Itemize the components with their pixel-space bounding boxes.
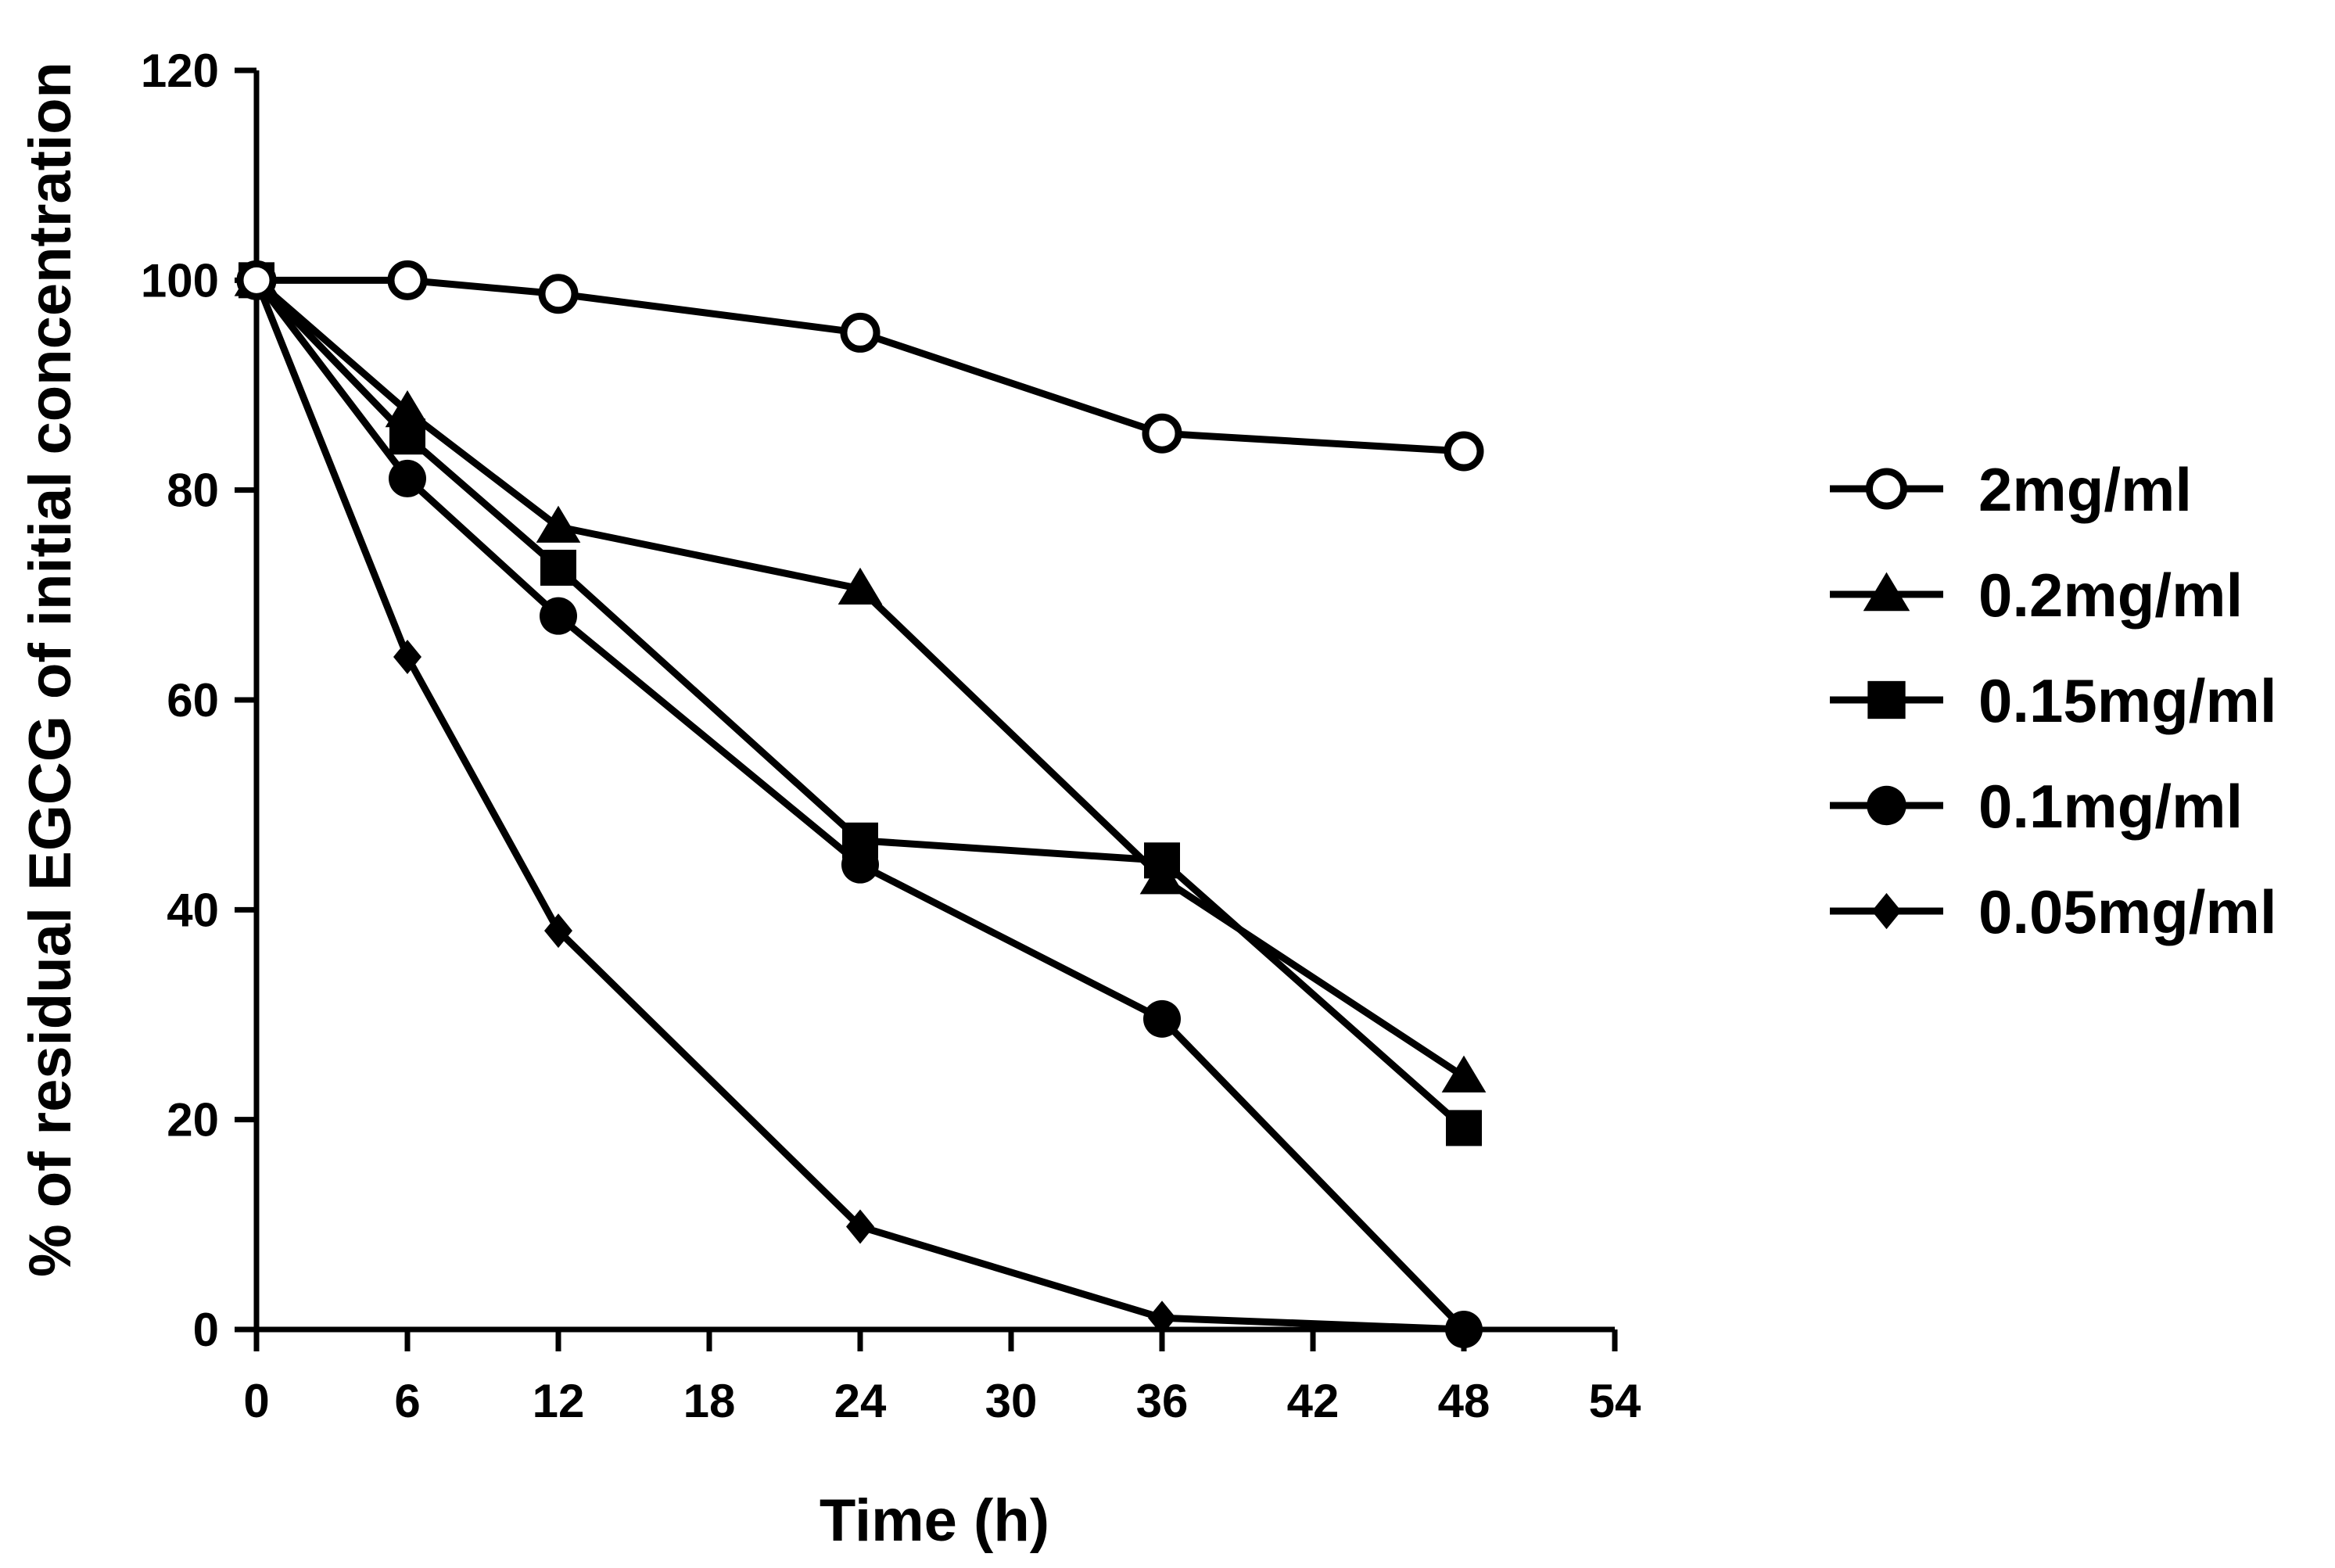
x-tick-label: 12 bbox=[533, 1375, 585, 1427]
data-point bbox=[1139, 857, 1185, 895]
y-tick-label: 60 bbox=[167, 674, 219, 727]
legend-item: 0.05mg/ml bbox=[1830, 877, 2277, 946]
series-line bbox=[253, 278, 1467, 1333]
legend-item: 0.1mg/ml bbox=[1830, 772, 2243, 841]
data-point bbox=[1148, 1301, 1176, 1336]
series-0.2mg/ml bbox=[234, 259, 1487, 1093]
data-point bbox=[536, 505, 581, 543]
legend-label: 2mg/ml bbox=[1978, 455, 2192, 524]
x-tick-label: 30 bbox=[985, 1375, 1038, 1427]
x-tick-label: 0 bbox=[243, 1375, 269, 1427]
data-point bbox=[840, 312, 881, 353]
series-line bbox=[256, 276, 1465, 455]
series-line bbox=[253, 278, 1466, 1131]
legend-label: 0.1mg/ml bbox=[1978, 772, 2243, 841]
legend-label: 0.2mg/ml bbox=[1978, 561, 2243, 630]
data-point bbox=[1143, 999, 1181, 1038]
data-point bbox=[538, 274, 579, 314]
legend-label: 0.05mg/ml bbox=[1978, 877, 2277, 946]
data-point bbox=[544, 913, 572, 949]
axes: 0 20 40 60 80 100 120 0 6 12 18 24 30 36 42 48 54 bbox=[141, 45, 1641, 1427]
legend-item: 0.2mg/ml bbox=[1830, 561, 2243, 630]
legend-label: 0.15mg/ml bbox=[1978, 666, 2277, 735]
x-tick-label: 54 bbox=[1589, 1375, 1641, 1427]
legend-item: 0.15mg/ml bbox=[1830, 666, 2277, 735]
marker-square bbox=[1867, 680, 1906, 719]
marker-diamond bbox=[1871, 892, 1902, 930]
marker-open-circle bbox=[1865, 468, 1908, 510]
y-tick-label: 40 bbox=[167, 884, 219, 936]
data-point bbox=[1441, 1055, 1487, 1093]
legend: 2mg/ml 0.2mg/ml 0.15mg/ml 0.1mg/ml 0.05mg/ml bbox=[1830, 455, 2277, 946]
series-layer bbox=[234, 259, 1487, 1348]
data-point bbox=[1142, 413, 1182, 454]
data-point bbox=[838, 567, 883, 605]
marker-triangle bbox=[1863, 572, 1910, 612]
x-tick-label: 36 bbox=[1136, 1375, 1189, 1427]
data-point bbox=[385, 390, 430, 428]
data-point bbox=[540, 597, 577, 635]
series-line bbox=[253, 278, 1465, 1333]
y-axis-title: % of residual EGCG of initial concentrat… bbox=[17, 62, 84, 1277]
y-tick-label: 0 bbox=[193, 1304, 219, 1356]
x-tick-label: 24 bbox=[834, 1375, 887, 1427]
y-tick-label: 100 bbox=[141, 254, 219, 307]
data-point bbox=[846, 1209, 874, 1244]
x-tick-label: 42 bbox=[1287, 1375, 1340, 1427]
data-point bbox=[387, 260, 428, 300]
data-point bbox=[389, 459, 426, 497]
y-tick-label: 80 bbox=[167, 465, 219, 517]
marker-circle bbox=[1867, 785, 1906, 826]
data-point bbox=[1445, 1311, 1483, 1348]
x-axis-title: Time (h) bbox=[820, 1487, 1049, 1554]
data-point bbox=[540, 549, 576, 586]
data-point bbox=[1444, 431, 1484, 472]
y-tick-label: 20 bbox=[167, 1094, 219, 1146]
series-2mg/ml bbox=[236, 260, 1484, 472]
x-tick-label: 48 bbox=[1438, 1375, 1490, 1427]
data-point bbox=[1446, 1110, 1482, 1146]
y-tick-label: 120 bbox=[141, 45, 219, 97]
data-point bbox=[236, 260, 277, 300]
data-point bbox=[842, 822, 878, 859]
legend-item: 2mg/ml bbox=[1830, 455, 2192, 524]
x-tick-label: 6 bbox=[394, 1375, 420, 1427]
series-line bbox=[254, 277, 1466, 1080]
data-point bbox=[393, 639, 421, 674]
x-tick-label: 18 bbox=[683, 1375, 736, 1427]
series-0.15mg/ml bbox=[239, 262, 1482, 1146]
